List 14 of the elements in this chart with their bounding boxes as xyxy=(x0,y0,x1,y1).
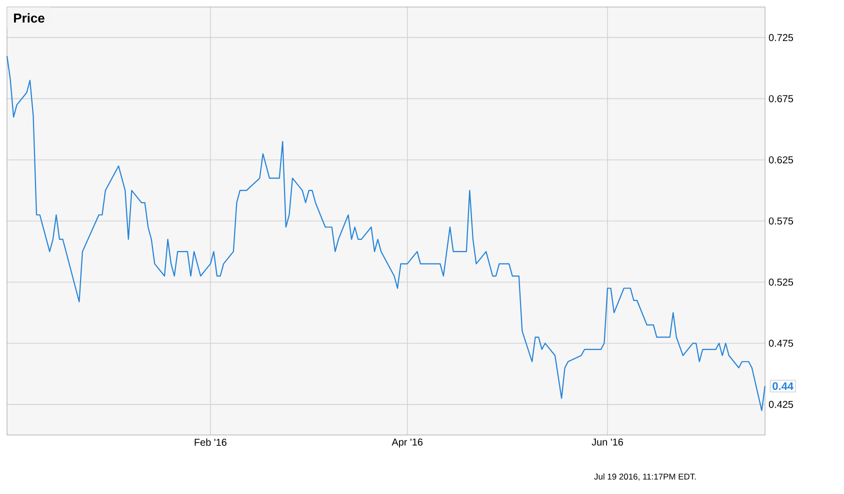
x-tick-label: Feb '16 xyxy=(194,438,226,446)
y-tick-label: 0.525 xyxy=(768,278,794,286)
line-series xyxy=(6,55,766,412)
text: Jul 19 2016, 11:17PM EDT. xyxy=(594,473,696,481)
y-tick-label: 0.425 xyxy=(768,400,794,408)
y-tick-label: 0.575 xyxy=(768,217,794,225)
annotation: 0.44 xyxy=(772,382,794,390)
y-tick-label: 0.625 xyxy=(768,156,794,164)
chart-title: Price xyxy=(14,13,44,23)
y-tick-label: 0.725 xyxy=(768,34,794,42)
y-tick-label: 0.675 xyxy=(768,95,794,102)
y-tick-label: 0.475 xyxy=(768,340,794,347)
x-tick-label: Apr '16 xyxy=(392,438,423,448)
x-tick-label: Jun '16 xyxy=(592,438,623,446)
